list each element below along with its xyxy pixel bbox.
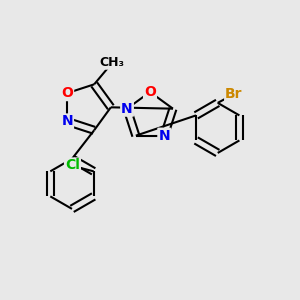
Text: Cl: Cl [65, 158, 80, 172]
Text: CH₃: CH₃ [99, 56, 124, 69]
Text: N: N [158, 129, 170, 143]
Text: Br: Br [225, 87, 243, 101]
Text: N: N [61, 115, 73, 128]
Text: N: N [121, 102, 133, 116]
Text: O: O [61, 86, 73, 100]
Text: O: O [144, 85, 156, 99]
